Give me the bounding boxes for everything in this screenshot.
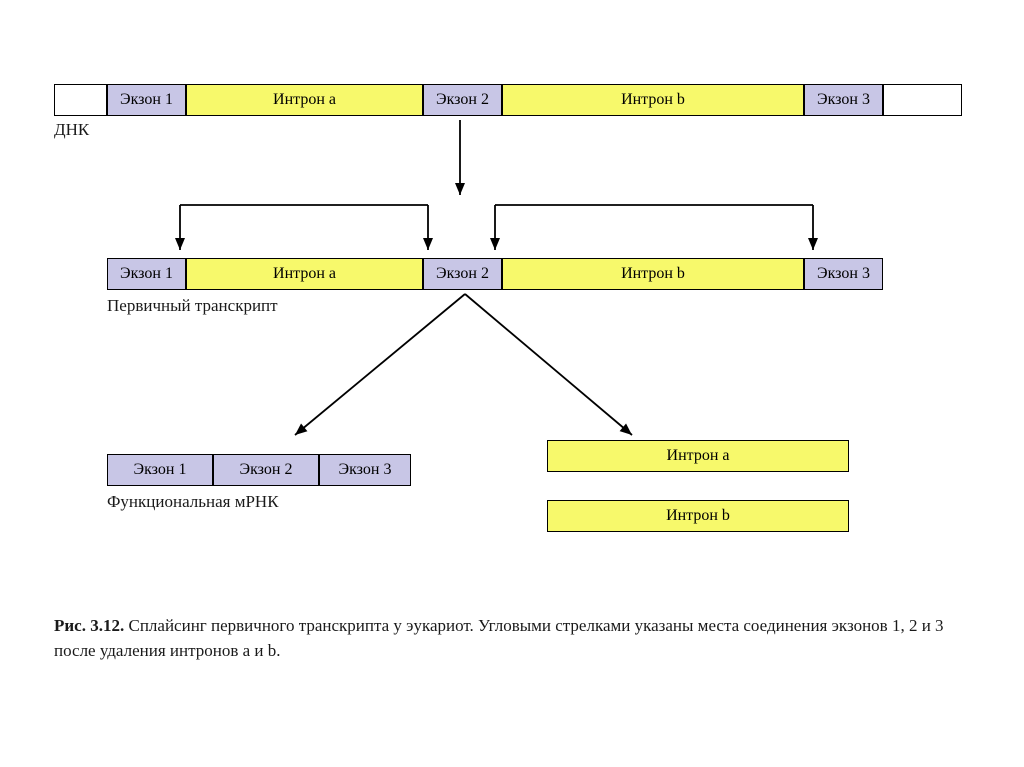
mrna-exon1-label: Экзон 1 bbox=[134, 461, 187, 479]
mrna-exon3: Экзон 3 bbox=[319, 454, 411, 486]
dna-exon1: Экзон 1 bbox=[107, 84, 186, 116]
diagram-canvas: Экзон 1 Интрон a Экзон 2 Интрон b Экзон 3 ДНК… bbox=[0, 0, 1024, 767]
pt-intron-b-label: Интрон b bbox=[621, 265, 685, 283]
mrna-exon2-label: Экзон 2 bbox=[240, 461, 293, 479]
dna-intron-a: Интрон a bbox=[186, 84, 423, 116]
dna-label: ДНК bbox=[54, 120, 89, 140]
dna-utr-left bbox=[54, 84, 107, 116]
mrna-exon2: Экзон 2 bbox=[213, 454, 319, 486]
mrna-exon3-label: Экзон 3 bbox=[339, 461, 392, 479]
pt-intron-b: Интрон b bbox=[502, 258, 804, 290]
pt-exon1-label: Экзон 1 bbox=[120, 265, 173, 283]
dna-intron-b: Интрон b bbox=[502, 84, 804, 116]
dna-intron-b-label: Интрон b bbox=[621, 91, 685, 109]
figure-caption-prefix: Рис. 3.12. bbox=[54, 616, 124, 635]
pt-exon3-label: Экзон 3 bbox=[817, 265, 870, 283]
removed-intron-a-label: Интрон a bbox=[667, 447, 730, 465]
mrna-exon1: Экзон 1 bbox=[107, 454, 213, 486]
dna-exon3-label: Экзон 3 bbox=[817, 91, 870, 109]
dna-utr-right bbox=[883, 84, 962, 116]
figure-caption-text: Сплайсинг первичного транскрипта у эукар… bbox=[54, 616, 944, 660]
dna-exon1-label: Экзон 1 bbox=[120, 91, 173, 109]
pt-exon2: Экзон 2 bbox=[423, 258, 502, 290]
dna-exon2: Экзон 2 bbox=[423, 84, 502, 116]
removed-intron-a: Интрон a bbox=[547, 440, 849, 472]
figure-caption: Рис. 3.12. Сплайсинг первичного транскри… bbox=[54, 614, 954, 663]
pt-exon1: Экзон 1 bbox=[107, 258, 186, 290]
functional-mrna-label: Функциональная мРНК bbox=[107, 492, 279, 512]
pt-intron-a: Интрон a bbox=[186, 258, 423, 290]
removed-intron-b-label: Интрон b bbox=[666, 507, 730, 525]
dna-exon3: Экзон 3 bbox=[804, 84, 883, 116]
removed-intron-b: Интрон b bbox=[547, 500, 849, 532]
dna-exon2-label: Экзон 2 bbox=[436, 91, 489, 109]
pt-exon2-label: Экзон 2 bbox=[436, 265, 489, 283]
pt-exon3: Экзон 3 bbox=[804, 258, 883, 290]
primary-transcript-label: Первичный транскрипт bbox=[107, 296, 278, 316]
dna-intron-a-label: Интрон a bbox=[273, 91, 336, 109]
pt-intron-a-label: Интрон a bbox=[273, 265, 336, 283]
